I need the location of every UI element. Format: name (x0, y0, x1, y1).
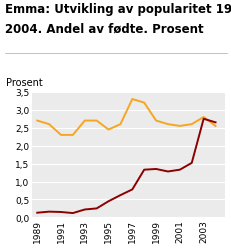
Sverige (166, 123, 169, 126)
Sverige (71, 134, 74, 137)
Norge (95, 207, 98, 210)
Sverige (201, 116, 204, 119)
Sverige (59, 134, 62, 137)
Norge (107, 200, 109, 203)
Sverige (119, 123, 121, 126)
Sverige (107, 128, 109, 132)
Norge (154, 168, 157, 171)
Text: 2004. Andel av fødte. Prosent: 2004. Andel av fødte. Prosent (5, 22, 202, 36)
Sverige (190, 123, 192, 126)
Norge (119, 194, 121, 197)
Sverige (130, 98, 133, 101)
Sverige (83, 120, 86, 122)
Norge (213, 121, 216, 124)
Norge (83, 208, 86, 211)
Norge (59, 211, 62, 214)
Sverige (95, 120, 98, 122)
Norge (178, 168, 180, 172)
Norge (190, 162, 192, 165)
Text: Emma: Utvikling av popularitet 1989-: Emma: Utvikling av popularitet 1989- (5, 2, 231, 16)
Norge (142, 168, 145, 172)
Norge (130, 188, 133, 191)
Norge (201, 118, 204, 121)
Sverige (142, 102, 145, 105)
Norge (36, 211, 38, 214)
Norge (166, 170, 169, 173)
Line: Sverige: Sverige (37, 100, 215, 135)
Norge (48, 210, 50, 213)
Line: Norge: Norge (37, 119, 215, 213)
Norge (71, 212, 74, 215)
Sverige (36, 120, 38, 122)
Sverige (213, 125, 216, 128)
Text: Prosent: Prosent (6, 78, 42, 88)
Sverige (178, 125, 180, 128)
Sverige (48, 123, 50, 126)
Sverige (154, 120, 157, 122)
